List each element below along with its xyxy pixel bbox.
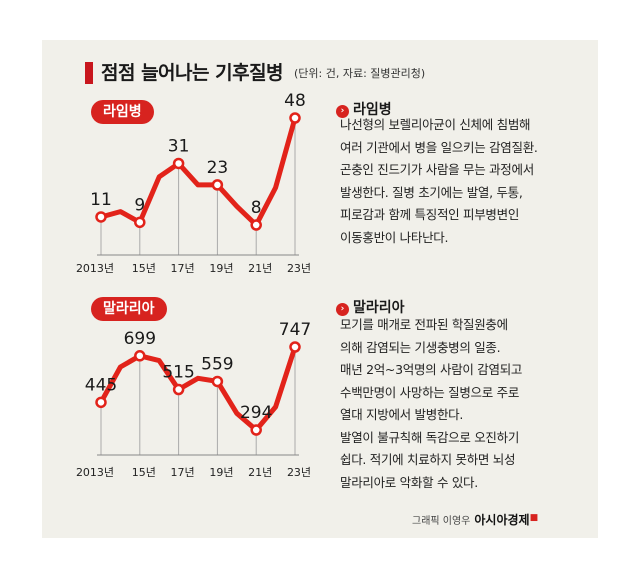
- malaria-tick-label: 21년: [248, 466, 272, 479]
- lyme-data-label: 11: [90, 190, 112, 210]
- malaria-data-label: 515: [162, 363, 194, 383]
- malaria-data-label: 747: [279, 320, 311, 340]
- lyme-tick-label: 17년: [171, 262, 195, 275]
- lyme-heading: › 라임병: [336, 99, 392, 119]
- malaria-data-point: [134, 350, 146, 362]
- lyme-data-label: 48: [284, 91, 306, 111]
- malaria-data-point: [172, 383, 185, 396]
- lyme-data-point: [250, 219, 262, 231]
- malaria-desc-line: 매년 2억~3억명의 사람이 감염되고: [340, 362, 523, 377]
- malaria-heading: › 말라리아: [336, 297, 405, 317]
- lyme-desc-line: 피로감과 함께 특징적인 피부병변인: [340, 207, 520, 222]
- page-subtitle: (단위: 건, 자료: 질병관리청): [294, 67, 426, 80]
- lyme-data-label: 31: [168, 136, 190, 156]
- malaria-desc-line: 모기를 매개로 전파된 학질원충에: [340, 317, 508, 332]
- malaria-tick-label: 15년: [132, 466, 156, 479]
- malaria-desc-line: 수백만명이 사망하는 질병으로 주로: [340, 384, 520, 400]
- malaria-data-label: 699: [124, 329, 156, 349]
- page-title: 점점 늘어나는 기후질병: [101, 62, 284, 84]
- title-accent-bar: [85, 62, 93, 84]
- lyme-data-point: [134, 216, 146, 229]
- malaria-data-label: 445: [85, 375, 117, 395]
- malaria-desc-line: 발열이 불규칙해 독감으로 오진하기: [340, 429, 520, 445]
- lyme-tick-label: 21년: [248, 262, 272, 275]
- malaria-data-label: 559: [201, 354, 233, 374]
- lyme-data-point: [289, 112, 301, 124]
- lyme-data-point: [211, 179, 224, 191]
- credit-text: 그래픽 이영우: [412, 516, 471, 527]
- malaria-tick-label: 2013년: [76, 466, 114, 479]
- malaria-desc-line: 말라리아로 악화할 수 있다.: [340, 474, 478, 490]
- lyme-tick-label: 23년: [287, 262, 311, 275]
- credit: 그래픽 이영우 아시아경제■: [412, 511, 538, 528]
- malaria-tick-label: 19년: [209, 466, 233, 479]
- malaria-tick-label: 23년: [287, 466, 311, 479]
- malaria-tag: 말라리아: [91, 297, 167, 321]
- malaria-data-point: [95, 396, 107, 409]
- malaria-data-point: [250, 424, 262, 436]
- malaria-series-line: [98, 344, 298, 433]
- malaria-data-point: [289, 341, 301, 353]
- lyme-data-label: 8: [251, 198, 262, 218]
- lyme-desc-line: 곤충인 진드기가 사람을 무는 과정에서: [340, 162, 534, 177]
- lyme-data-point: [95, 211, 107, 223]
- malaria-desc-line: 열대 지방에서 발병한다.: [340, 407, 464, 422]
- malaria-desc-line: 의해 감염되는 기생충병의 일종.: [340, 339, 501, 355]
- malaria-data-point: [211, 375, 224, 388]
- malaria-heading-text: 말라리아: [353, 300, 405, 316]
- lyme-desc-line: 여러 기관에서 병을 일으키는 감염질환.: [340, 139, 538, 155]
- lyme-tick-label: 2013년: [76, 262, 114, 275]
- lyme-tick-label: 19년: [209, 262, 233, 275]
- chevron-right-icon: ›: [336, 303, 349, 316]
- malaria-tick-label: 17년: [171, 466, 195, 479]
- lyme-data-point: [172, 157, 185, 170]
- lyme-data-label: 23: [207, 158, 229, 178]
- lyme-tag: 라임병: [91, 100, 154, 124]
- lyme-desc-line: 나선형의 보렐리아균이 신체에 침범해: [340, 117, 531, 132]
- lyme-desc-line: 발생한다. 질병 초기에는 발열, 두통,: [340, 184, 523, 200]
- lyme-series-line: [98, 115, 298, 228]
- malaria-data-label: 294: [240, 403, 272, 423]
- lyme-data-label: 9: [134, 195, 145, 215]
- lyme-heading-text: 라임병: [353, 102, 392, 118]
- lyme-desc-line: 이동홍반이 나타난다.: [340, 229, 449, 245]
- lyme-tick-label: 15년: [132, 262, 156, 275]
- malaria-desc-line: 쉽다. 적기에 치료하지 못하면 뇌성: [340, 452, 516, 467]
- chevron-right-icon: ›: [336, 105, 349, 118]
- brand-logo: 아시아경제: [474, 513, 530, 527]
- brand-mark-icon: ■: [529, 513, 539, 523]
